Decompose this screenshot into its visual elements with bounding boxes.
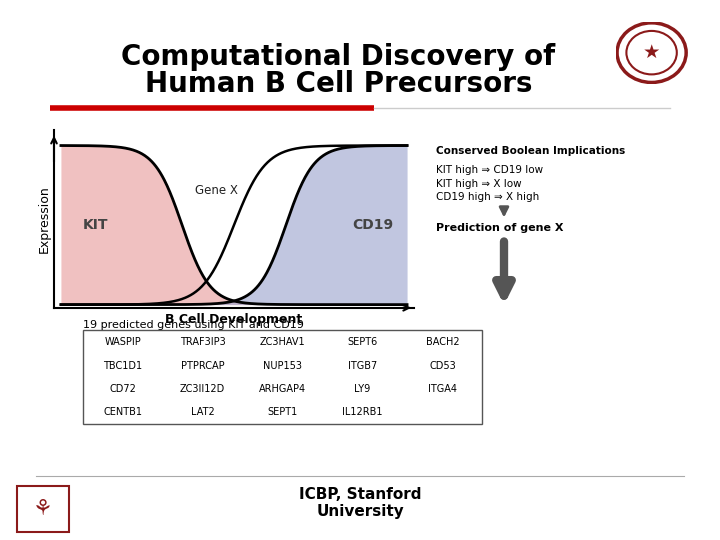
Text: LY9: LY9 [354, 384, 371, 394]
Text: WASPIP: WASPIP [104, 337, 141, 347]
Text: ICBP, Stanford
University: ICBP, Stanford University [299, 487, 421, 519]
Text: CENTB1: CENTB1 [103, 407, 143, 417]
Text: CD72: CD72 [109, 384, 136, 394]
Text: CD53: CD53 [429, 361, 456, 370]
Text: NUP153: NUP153 [263, 361, 302, 370]
Text: SEPT1: SEPT1 [267, 407, 298, 417]
Text: CD19 high ⇒ X high: CD19 high ⇒ X high [436, 192, 539, 202]
Text: TBC1D1: TBC1D1 [103, 361, 143, 370]
Text: ITGB7: ITGB7 [348, 361, 377, 370]
Text: KIT: KIT [83, 218, 108, 232]
Text: PTPRCAP: PTPRCAP [181, 361, 225, 370]
Text: 19 predicted genes using KIT and CD19: 19 predicted genes using KIT and CD19 [83, 320, 304, 330]
Text: ⚘: ⚘ [33, 499, 53, 519]
Text: ITGA4: ITGA4 [428, 384, 457, 394]
Text: SEPT6: SEPT6 [347, 337, 378, 347]
X-axis label: B Cell Development: B Cell Development [166, 313, 302, 326]
Text: ZC3II12D: ZC3II12D [180, 384, 225, 394]
Text: ★: ★ [643, 43, 660, 62]
Bar [83, 330, 482, 424]
Text: TRAF3IP3: TRAF3IP3 [180, 337, 225, 347]
Text: ARHGAP4: ARHGAP4 [259, 384, 306, 394]
Text: ZC3HAV1: ZC3HAV1 [260, 337, 305, 347]
Text: LAT2: LAT2 [191, 407, 215, 417]
Text: Gene X: Gene X [195, 184, 238, 197]
Text: CD19: CD19 [352, 218, 393, 232]
Text: KIT high ⇒ X low: KIT high ⇒ X low [436, 179, 521, 188]
Text: KIT high ⇒ CD19 low: KIT high ⇒ CD19 low [436, 165, 543, 175]
Text: Computational Discovery of: Computational Discovery of [121, 43, 556, 71]
Text: BACH2: BACH2 [426, 337, 459, 347]
Text: Human B Cell Precursors: Human B Cell Precursors [145, 70, 532, 98]
Y-axis label: Expression: Expression [38, 185, 51, 253]
Text: Prediction of gene X: Prediction of gene X [436, 223, 563, 233]
Text: Conserved Boolean Implications: Conserved Boolean Implications [436, 146, 625, 156]
Text: IL12RB1: IL12RB1 [342, 407, 383, 417]
